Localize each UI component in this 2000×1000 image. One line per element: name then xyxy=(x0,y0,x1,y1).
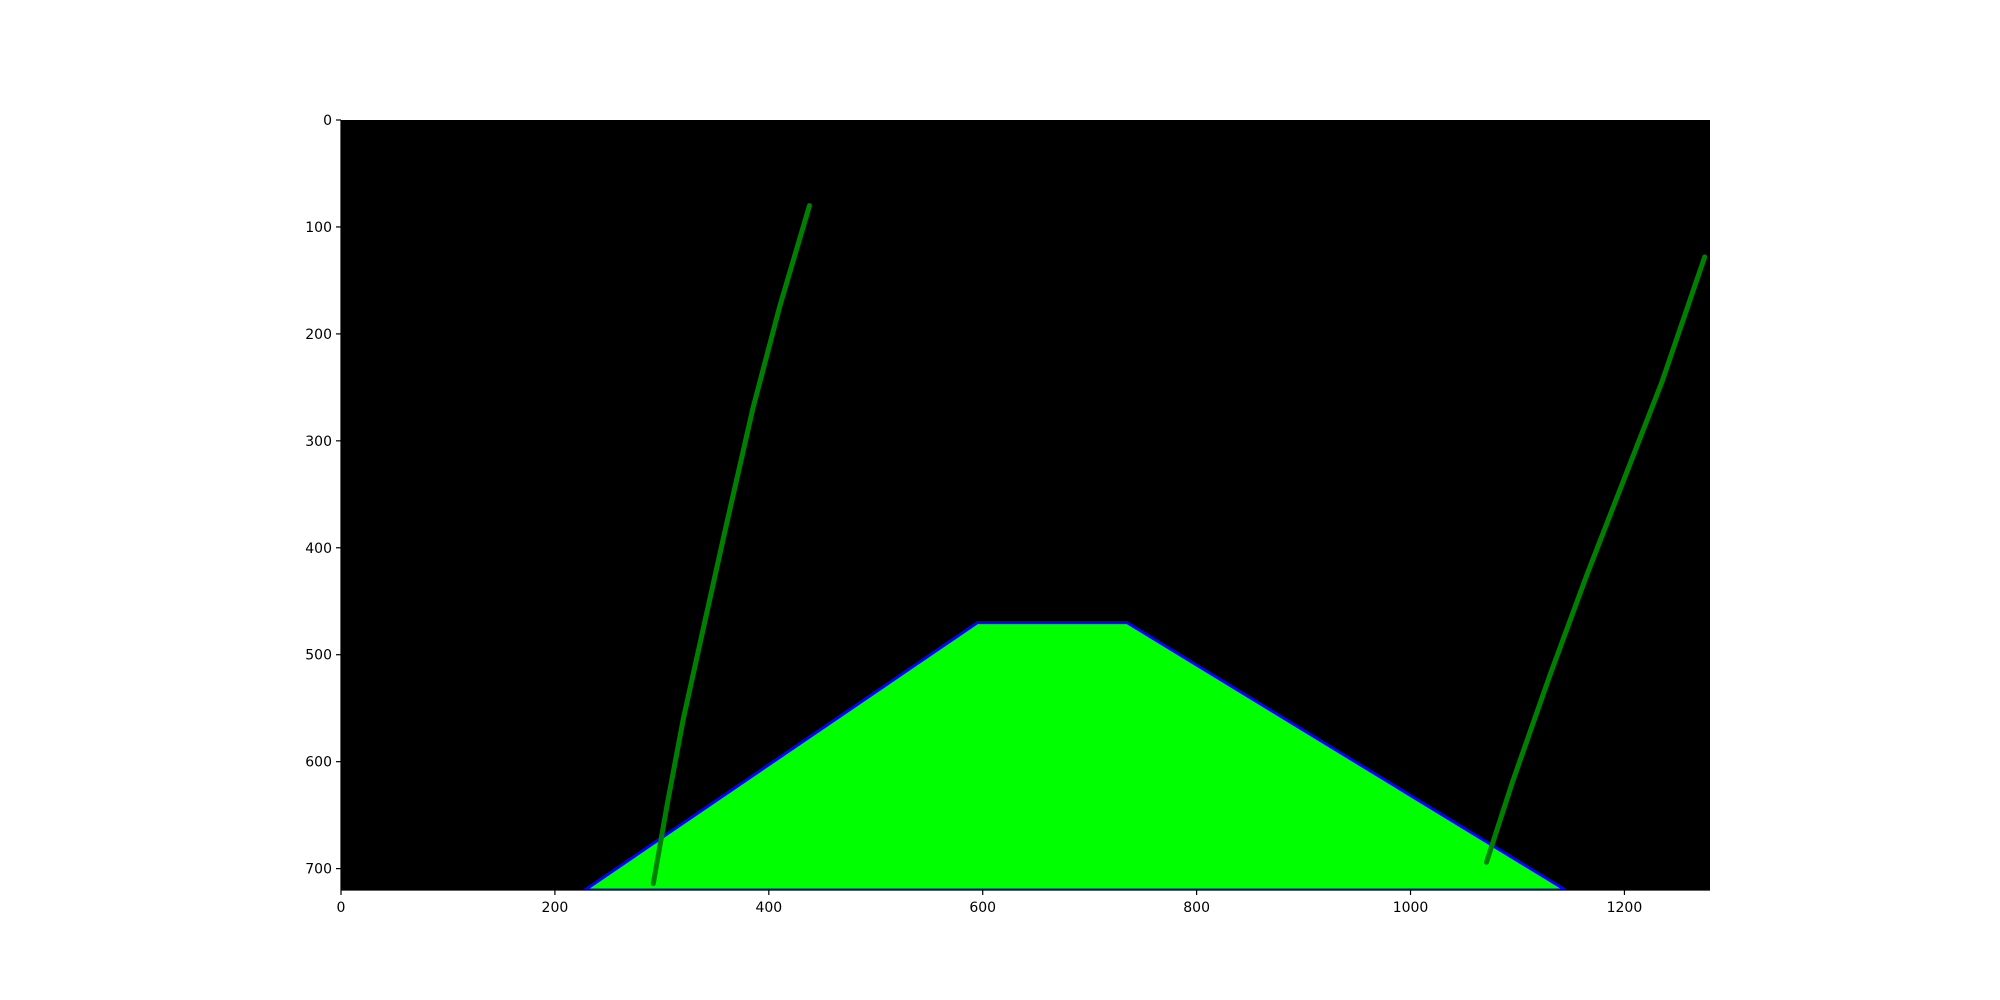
lane-curve-1 xyxy=(650,203,812,887)
x-tick-label-200: 200 xyxy=(542,900,569,916)
plot-area xyxy=(341,120,1710,890)
y-tick-label-700: 700 xyxy=(305,862,332,878)
x-axis: 0 200 400 600 800 1000 1200 xyxy=(337,889,1710,916)
image-content xyxy=(583,203,1708,890)
y-tick-label-600: 600 xyxy=(305,755,332,771)
x-tick-label-1000: 1000 xyxy=(1393,900,1429,916)
y-tick-label-100: 100 xyxy=(305,220,332,236)
lane-region xyxy=(583,621,1568,890)
x-tick-label-1200: 1200 xyxy=(1607,900,1643,916)
x-tick-label-800: 800 xyxy=(1183,900,1210,916)
y-tick-label-300: 300 xyxy=(305,434,332,450)
x-tick-label-600: 600 xyxy=(969,900,996,916)
y-tick-label-0: 0 xyxy=(323,113,332,129)
x-tick-label-400: 400 xyxy=(755,900,782,916)
y-tick-label-200: 200 xyxy=(305,327,332,343)
y-tick-label-400: 400 xyxy=(305,541,332,557)
x-tick-label-0: 0 xyxy=(337,900,346,916)
lane-curve-2 xyxy=(1484,254,1708,865)
y-tick-label-500: 500 xyxy=(305,648,332,664)
y-axis: 0 100 200 300 400 500 600 700 xyxy=(305,113,342,890)
